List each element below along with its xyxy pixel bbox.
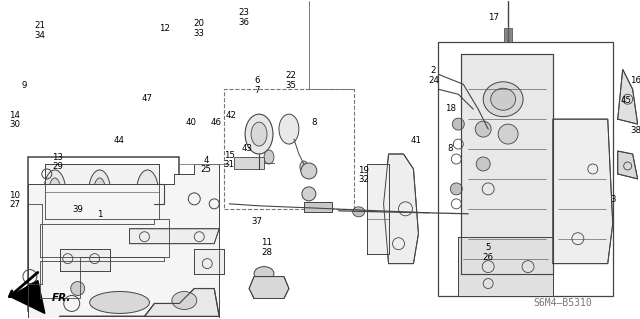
Text: 4
25: 4 25 <box>201 156 212 174</box>
Ellipse shape <box>71 282 84 295</box>
Text: 10
27: 10 27 <box>10 190 20 209</box>
Polygon shape <box>28 164 219 318</box>
Ellipse shape <box>89 170 111 214</box>
Text: 40: 40 <box>186 118 196 127</box>
Circle shape <box>452 118 464 130</box>
Text: 11
28: 11 28 <box>262 238 273 257</box>
Bar <box>304 202 332 212</box>
Text: 44: 44 <box>114 136 125 145</box>
Text: 46: 46 <box>211 118 221 127</box>
Bar <box>28 157 179 311</box>
Ellipse shape <box>300 161 308 173</box>
Ellipse shape <box>49 178 61 206</box>
Ellipse shape <box>498 124 518 144</box>
Ellipse shape <box>302 187 316 201</box>
Text: 20
33: 20 33 <box>194 19 205 38</box>
Polygon shape <box>195 249 224 274</box>
Bar <box>504 28 512 42</box>
Text: 3: 3 <box>610 195 616 204</box>
Bar <box>438 42 612 296</box>
Polygon shape <box>129 229 219 244</box>
Text: 2
24: 2 24 <box>428 66 439 85</box>
Text: 42: 42 <box>226 111 237 120</box>
Ellipse shape <box>353 207 365 217</box>
Polygon shape <box>458 237 553 296</box>
Polygon shape <box>10 280 45 314</box>
Polygon shape <box>40 219 170 257</box>
Text: 14
30: 14 30 <box>10 111 20 130</box>
Text: 39: 39 <box>72 205 83 214</box>
Polygon shape <box>383 154 419 263</box>
Circle shape <box>451 183 462 195</box>
Text: 21
34: 21 34 <box>35 21 45 40</box>
Polygon shape <box>60 249 109 271</box>
Text: FR.: FR. <box>52 293 71 303</box>
Text: 38: 38 <box>630 126 640 135</box>
Polygon shape <box>45 164 159 219</box>
Bar <box>234 157 264 169</box>
Polygon shape <box>60 288 219 316</box>
Circle shape <box>476 121 491 137</box>
Polygon shape <box>553 119 612 263</box>
Text: 22
35: 22 35 <box>285 71 296 90</box>
Ellipse shape <box>44 170 66 214</box>
Ellipse shape <box>491 88 516 110</box>
Ellipse shape <box>254 267 274 280</box>
Text: 12: 12 <box>159 24 170 33</box>
Ellipse shape <box>245 114 273 154</box>
Text: 45: 45 <box>620 96 631 105</box>
Text: S6M4–B5310: S6M4–B5310 <box>534 299 592 308</box>
Polygon shape <box>618 69 637 124</box>
Text: 8: 8 <box>311 118 317 127</box>
Text: 13
29: 13 29 <box>52 152 63 171</box>
Circle shape <box>476 157 490 171</box>
Ellipse shape <box>251 122 267 146</box>
Text: 19
32: 19 32 <box>358 166 369 184</box>
Polygon shape <box>249 277 289 299</box>
Text: 9: 9 <box>21 81 27 90</box>
Polygon shape <box>461 54 553 274</box>
Text: 6
7: 6 7 <box>254 76 260 95</box>
Polygon shape <box>618 151 637 179</box>
Bar <box>224 89 354 209</box>
Circle shape <box>26 285 34 293</box>
Text: 23
36: 23 36 <box>239 8 250 27</box>
Polygon shape <box>40 257 164 299</box>
Text: 15
31: 15 31 <box>223 151 235 169</box>
Ellipse shape <box>483 82 523 117</box>
Text: 43: 43 <box>241 144 253 152</box>
Ellipse shape <box>264 150 274 164</box>
Text: 8: 8 <box>447 144 453 152</box>
Polygon shape <box>367 164 388 254</box>
Text: 37: 37 <box>252 217 262 226</box>
Text: 1: 1 <box>97 210 102 219</box>
Polygon shape <box>28 204 42 284</box>
Ellipse shape <box>136 170 159 214</box>
Ellipse shape <box>93 178 106 206</box>
Text: 16: 16 <box>630 76 640 85</box>
Ellipse shape <box>172 292 196 309</box>
Text: 41: 41 <box>411 136 422 145</box>
Text: 47: 47 <box>142 94 153 103</box>
Ellipse shape <box>301 163 317 179</box>
Ellipse shape <box>279 114 299 144</box>
Text: 17: 17 <box>488 13 499 22</box>
Text: 18: 18 <box>445 104 456 113</box>
Text: 5
26: 5 26 <box>483 243 493 262</box>
Ellipse shape <box>90 292 150 314</box>
